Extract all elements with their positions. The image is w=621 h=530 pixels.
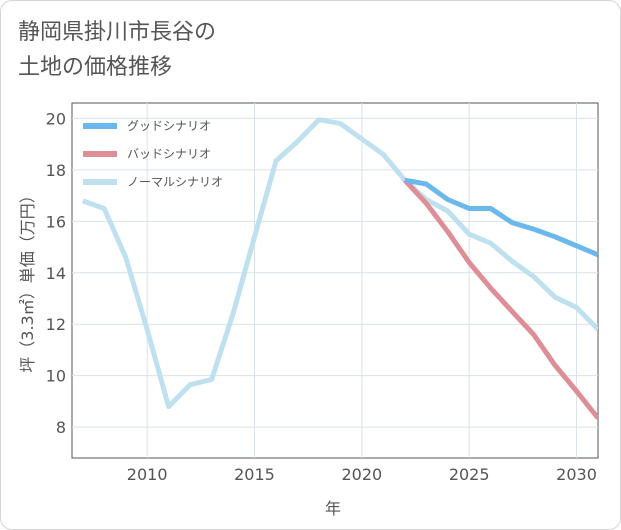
legend-label-2: ノーマルシナリオ xyxy=(127,175,223,189)
legend-label-0: グッドシナリオ xyxy=(127,119,211,133)
y-axis-title: 坪（3.3㎡）単価（万円） xyxy=(18,187,37,372)
plot-area xyxy=(71,102,599,459)
series-line-0 xyxy=(404,177,598,258)
title-line-2: 土地の価格推移 xyxy=(18,55,173,80)
series-layer xyxy=(81,117,598,420)
y-tick-label: 18 xyxy=(46,161,66,180)
series-line-1 xyxy=(402,178,598,420)
y-tick-label: 16 xyxy=(46,212,66,231)
x-tick-label: 2030 xyxy=(556,465,597,484)
legend-label-1: バッドシナリオ xyxy=(127,147,211,161)
chart-title: 静岡県掛川市長谷の 土地の価格推移 xyxy=(18,15,216,85)
y-tick-label: 10 xyxy=(46,367,66,386)
y-tick-labels: 8 10 12 14 16 18 20 xyxy=(46,109,66,437)
x-tick-labels: 2010 2015 2020 2025 2030 xyxy=(127,465,597,484)
x-tick-label: 2015 xyxy=(234,465,275,484)
y-tick-label: 12 xyxy=(46,315,66,334)
y-tick-label: 20 xyxy=(46,109,66,128)
x-tick-label: 2020 xyxy=(341,465,382,484)
series-line-2 xyxy=(81,117,598,410)
x-tick-label: 2010 xyxy=(127,465,168,484)
y-tick-label: 8 xyxy=(56,418,66,437)
x-axis-title: 年 xyxy=(325,499,341,518)
title-line-1: 静岡県掛川市長谷の xyxy=(18,20,217,45)
x-tick-label: 2025 xyxy=(449,465,490,484)
y-tick-label: 14 xyxy=(46,264,66,283)
